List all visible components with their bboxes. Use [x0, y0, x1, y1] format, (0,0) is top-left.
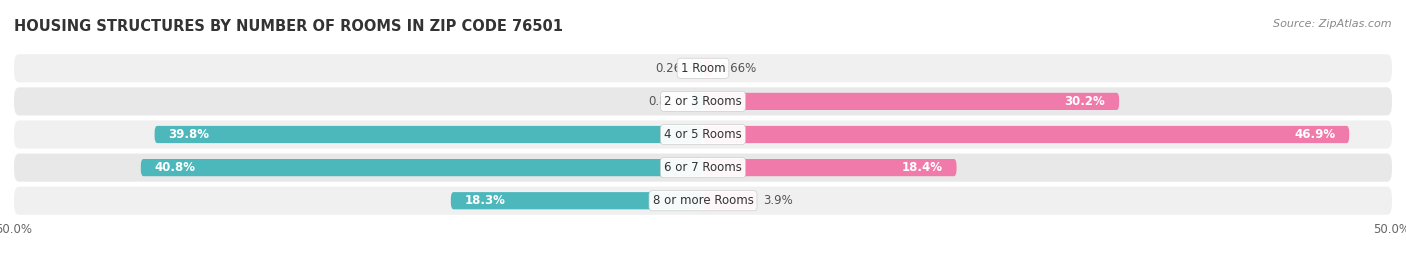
Text: 39.8%: 39.8%	[169, 128, 209, 141]
FancyBboxPatch shape	[703, 192, 756, 209]
Text: 40.8%: 40.8%	[155, 161, 195, 174]
Text: 0.81%: 0.81%	[648, 95, 685, 108]
Text: 30.2%: 30.2%	[1064, 95, 1105, 108]
Text: 6 or 7 Rooms: 6 or 7 Rooms	[664, 161, 742, 174]
FancyBboxPatch shape	[14, 187, 1392, 215]
FancyBboxPatch shape	[141, 159, 703, 176]
Text: 18.4%: 18.4%	[901, 161, 943, 174]
Text: 8 or more Rooms: 8 or more Rooms	[652, 194, 754, 207]
FancyBboxPatch shape	[699, 60, 703, 77]
FancyBboxPatch shape	[155, 126, 703, 143]
Text: 18.3%: 18.3%	[464, 194, 506, 207]
Text: HOUSING STRUCTURES BY NUMBER OF ROOMS IN ZIP CODE 76501: HOUSING STRUCTURES BY NUMBER OF ROOMS IN…	[14, 19, 562, 34]
FancyBboxPatch shape	[14, 87, 1392, 115]
Text: 1 Room: 1 Room	[681, 62, 725, 75]
FancyBboxPatch shape	[703, 93, 1119, 110]
FancyBboxPatch shape	[14, 54, 1392, 82]
Text: 0.26%: 0.26%	[655, 62, 693, 75]
Text: 3.9%: 3.9%	[763, 194, 793, 207]
FancyBboxPatch shape	[703, 60, 711, 77]
FancyBboxPatch shape	[14, 154, 1392, 182]
Text: 4 or 5 Rooms: 4 or 5 Rooms	[664, 128, 742, 141]
Text: 0.66%: 0.66%	[718, 62, 756, 75]
Text: 46.9%: 46.9%	[1295, 128, 1336, 141]
FancyBboxPatch shape	[703, 159, 956, 176]
Text: Source: ZipAtlas.com: Source: ZipAtlas.com	[1274, 19, 1392, 29]
FancyBboxPatch shape	[451, 192, 703, 209]
Text: 2 or 3 Rooms: 2 or 3 Rooms	[664, 95, 742, 108]
FancyBboxPatch shape	[692, 93, 703, 110]
FancyBboxPatch shape	[14, 121, 1392, 148]
FancyBboxPatch shape	[703, 126, 1350, 143]
